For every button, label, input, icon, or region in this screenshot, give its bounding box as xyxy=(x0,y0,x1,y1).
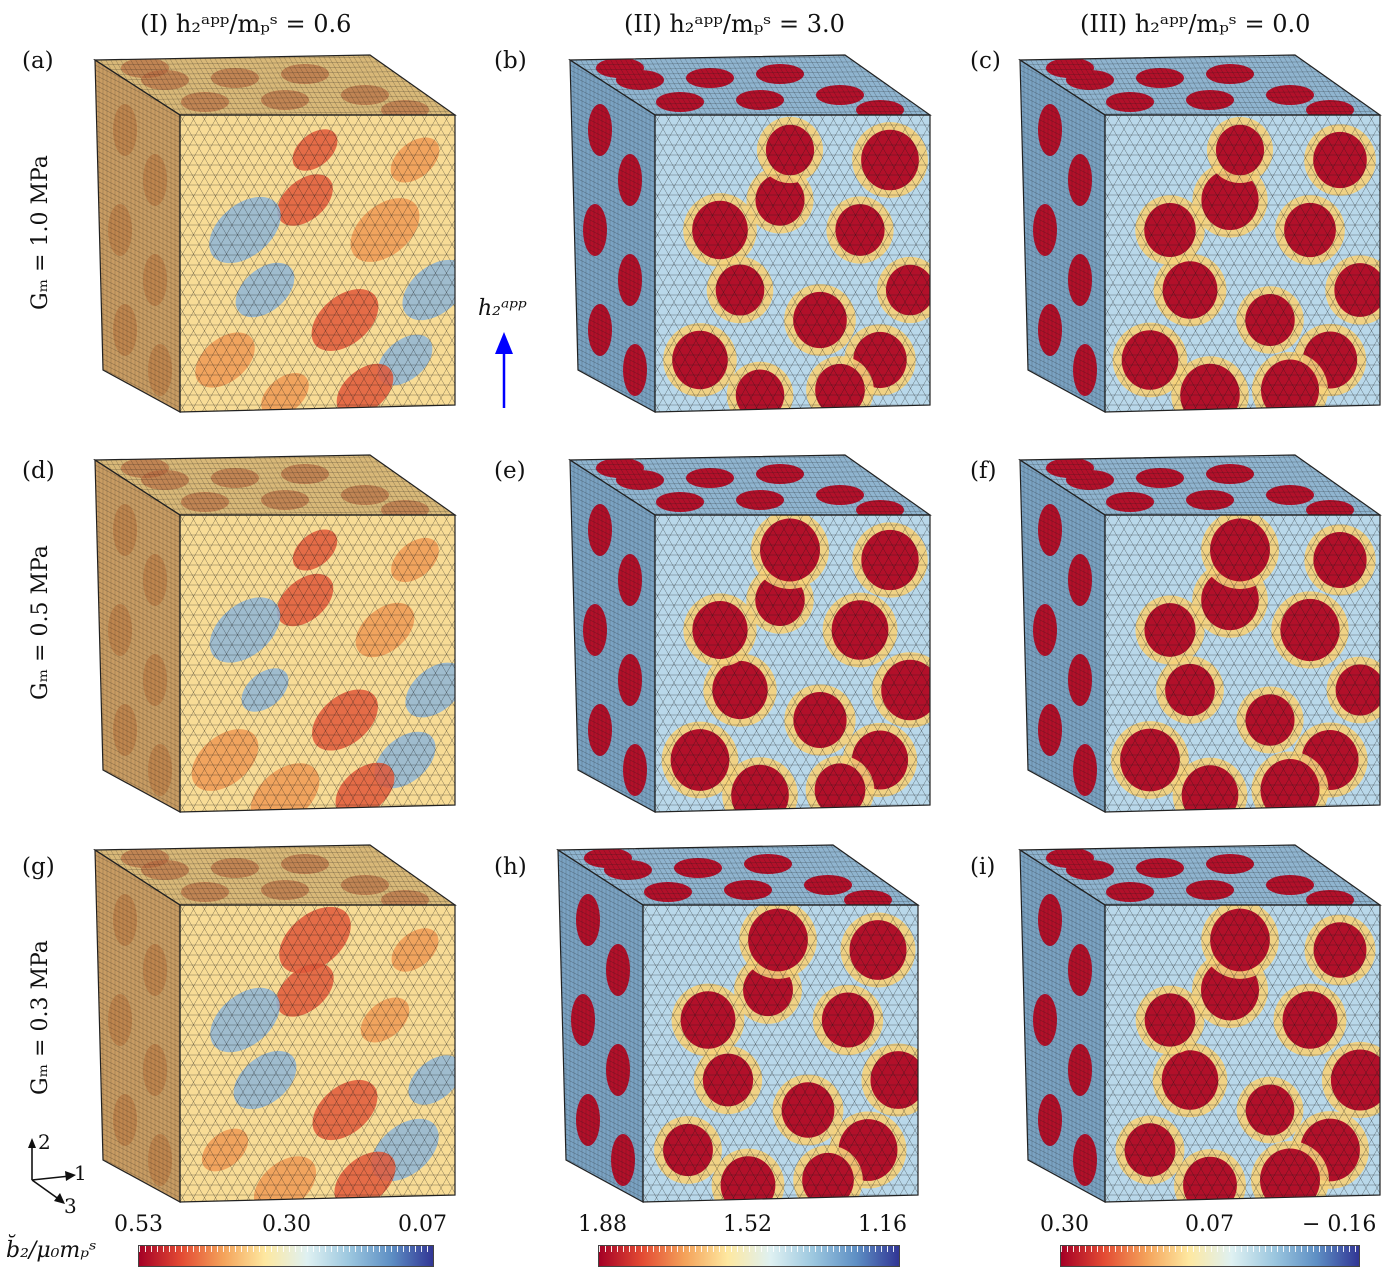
column-title-ratio: h₂ᵃᵖᵖ/mₚˢ = 3.0 xyxy=(669,10,845,38)
colorbar-gradient xyxy=(138,1245,434,1267)
row-label-1: Gₘ = 1.0 MPa xyxy=(28,155,53,310)
row-label-3: Gₘ = 0.3 MPa xyxy=(28,940,53,1095)
colorbar-tick: 0.07 xyxy=(1185,1212,1234,1237)
panel-label-g: (g) xyxy=(22,854,55,880)
row-label-text: Gₘ = 0.5 MPa xyxy=(28,545,53,700)
column-title-ratio: h₂ᵃᵖᵖ/mₚˢ = 0.0 xyxy=(1134,10,1311,38)
colorbar-ticks: 1.88 1.52 1.16 xyxy=(578,1212,918,1238)
column-title-roman: (III) xyxy=(1080,10,1128,38)
colorbar-quantity-label: b̆₂/μ₀mₚˢ xyxy=(6,1238,97,1263)
cube-panel-g xyxy=(85,830,465,1205)
colorbar-ticks: 0.30 0.07 − 0.16 xyxy=(1040,1212,1385,1238)
panel-label-e: (e) xyxy=(494,458,526,484)
cube-panel-b xyxy=(560,40,940,415)
applied-field-arrow-icon xyxy=(495,332,513,408)
colorbar-ticks: 0.53 0.30 0.07 xyxy=(114,1212,450,1238)
colorbar-gradient xyxy=(1060,1245,1360,1267)
row-label-text: Gₘ = 0.3 MPa xyxy=(28,940,53,1095)
colorbar-tick: 0.30 xyxy=(1040,1212,1089,1237)
cube-panel-i xyxy=(1010,830,1390,1205)
column-title-ratio: h₂ᵃᵖᵖ/mₚˢ = 0.6 xyxy=(175,10,352,38)
colorbar-tick: 1.16 xyxy=(858,1212,907,1237)
colorbar-gradient xyxy=(598,1245,900,1267)
colorbar-tick: 0.53 xyxy=(114,1212,163,1237)
panel-label-c: (c) xyxy=(970,48,1001,74)
cube-panel-d xyxy=(85,440,465,815)
colorbar-II: 1.88 1.52 1.16 xyxy=(578,1212,918,1268)
row-label-text: Gₘ = 1.0 MPa xyxy=(28,155,53,310)
column-title-I: (I) h₂ᵃᵖᵖ/mₚˢ = 0.6 xyxy=(140,10,351,38)
colorbar-tick: 1.52 xyxy=(723,1212,772,1237)
cube-panel-e xyxy=(560,440,940,815)
colorbar-III: 0.30 0.07 − 0.16 xyxy=(1040,1212,1385,1268)
column-title-roman: (II) xyxy=(624,10,662,38)
row-label-2: Gₘ = 0.5 MPa xyxy=(28,545,53,700)
axis-label-3: 3 xyxy=(64,1194,77,1218)
panel-label-a: (a) xyxy=(22,48,54,74)
cube-panel-a xyxy=(85,40,465,415)
cube-panel-f xyxy=(1010,440,1390,815)
colorbar-tick: 1.88 xyxy=(578,1212,627,1237)
column-title-II: (II) h₂ᵃᵖᵖ/mₚˢ = 3.0 xyxy=(624,10,845,38)
panel-label-b: (b) xyxy=(494,48,527,74)
cube-front-face xyxy=(180,905,455,1202)
colorbar-tick: 0.07 xyxy=(398,1212,447,1237)
axis-label-2: 2 xyxy=(38,1130,51,1154)
applied-field-label: h₂ᵃᵖᵖ xyxy=(478,296,527,321)
panel-label-d: (d) xyxy=(22,458,55,484)
panel-label-h: (h) xyxy=(494,854,527,880)
column-title-roman: (I) xyxy=(140,10,169,38)
colorbar-tick: 0.30 xyxy=(262,1212,311,1237)
colorbar-tick: − 0.16 xyxy=(1302,1212,1377,1237)
cube-panel-c xyxy=(1010,40,1390,415)
column-title-III: (III) h₂ᵃᵖᵖ/mₚˢ = 0.0 xyxy=(1080,10,1310,38)
cube-panel-h xyxy=(548,830,928,1205)
panel-label-f: (f) xyxy=(970,458,997,484)
colorbar-I: 0.53 0.30 0.07 xyxy=(114,1212,450,1268)
axes-triad-icon xyxy=(28,1138,76,1204)
panel-label-i: (i) xyxy=(970,854,996,880)
axis-label-1: 1 xyxy=(74,1161,87,1185)
